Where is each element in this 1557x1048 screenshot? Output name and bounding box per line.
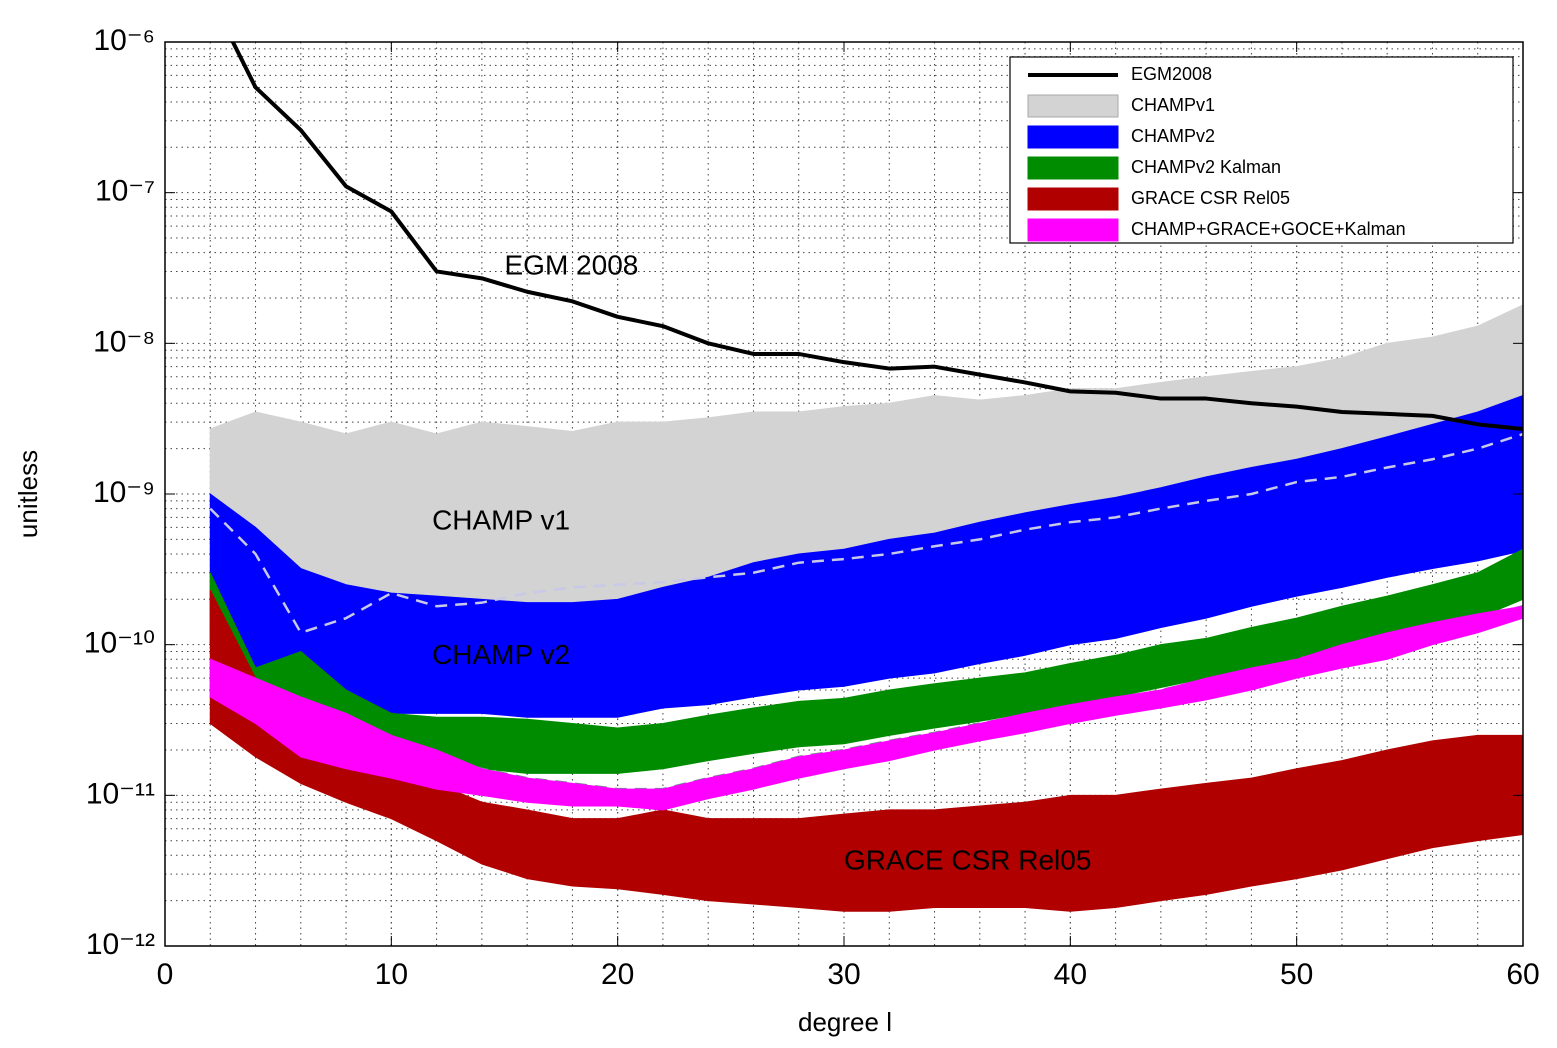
annotation: EGM 2008 <box>505 250 639 281</box>
y-tick-label: 10⁻⁸ <box>93 325 155 358</box>
band-area <box>209 395 1523 718</box>
x-tick-label: 10 <box>375 958 408 991</box>
legend-swatch <box>1027 156 1119 180</box>
legend-swatch <box>1027 187 1119 211</box>
legend-label: EGM2008 <box>1131 64 1212 84</box>
y-tick-label: 10⁻⁹ <box>93 476 155 509</box>
y-tick-label: 10⁻⁷ <box>95 175 155 208</box>
axes-frame <box>164 41 1524 947</box>
legend-swatch <box>1027 218 1119 242</box>
x-tick-label: 0 <box>157 958 174 991</box>
legend-label: CHAMPv2 <box>1131 126 1215 146</box>
y-tick-label: 10⁻⁶ <box>93 24 155 57</box>
legend-swatch <box>1027 94 1119 118</box>
x-tick-label: 50 <box>1280 958 1313 991</box>
x-tick-label: 40 <box>1054 958 1087 991</box>
x-tick-label: 20 <box>601 958 634 991</box>
annotation: CHAMP v2 <box>432 639 570 670</box>
band-area <box>209 605 1523 811</box>
overlay: 0 10 20 30 40 50 60 10⁻¹² 10⁻¹¹ 10⁻¹⁰ 10⁻⁹ 10⁻⁸ 10⁻⁷… <box>84 24 1540 991</box>
annotation: GRACE CSR Rel05 <box>844 845 1091 876</box>
y-tick-label: 10⁻¹⁰ <box>84 627 155 660</box>
x-tick-label: 30 <box>827 958 860 991</box>
y-tick-label: 10⁻¹¹ <box>86 777 155 810</box>
annotation: CHAMP v1 <box>432 505 570 536</box>
legend-label: CHAMP+GRACE+GOCE+Kalman <box>1131 219 1406 239</box>
legend-box <box>1009 56 1514 244</box>
legend-swatch <box>1027 125 1119 149</box>
y-tick-label: 10⁻¹² <box>86 928 155 961</box>
legend-label: CHAMPv1 <box>1131 95 1215 115</box>
x-axis-label: degree l <box>798 1007 892 1037</box>
y-axis-label: unitless <box>13 450 43 538</box>
legend-label: GRACE CSR Rel05 <box>1131 188 1290 208</box>
legend-label: CHAMPv2 Kalman <box>1131 157 1281 177</box>
line <box>230 42 1523 431</box>
band-area <box>209 548 1523 774</box>
plot-area <box>209 42 1523 912</box>
x-tick-label: 60 <box>1506 958 1539 991</box>
